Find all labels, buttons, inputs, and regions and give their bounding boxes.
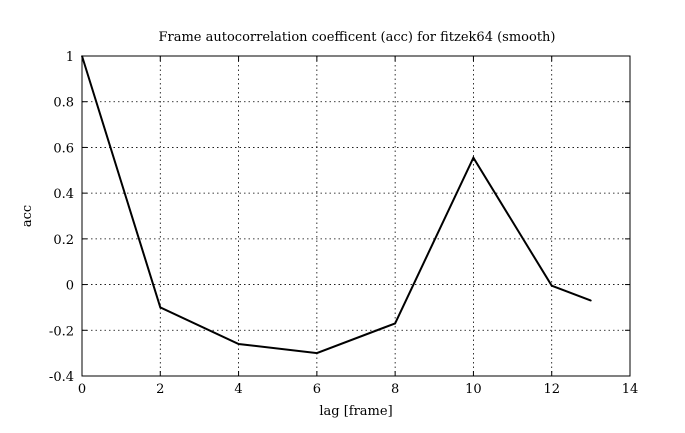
grid: [82, 56, 630, 376]
plot-frame: [81, 55, 631, 377]
chart-title: Frame autocorrelation coefficent (acc) f…: [158, 30, 555, 45]
x-tick-label: 10: [465, 382, 482, 397]
data-point: [81, 55, 83, 57]
data-point: [316, 352, 318, 354]
data-point: [394, 322, 396, 325]
data-point: [590, 299, 592, 302]
y-axis-label: acc: [20, 205, 35, 227]
x-tick-label: 2: [156, 382, 164, 397]
y-tick-label: 0.4: [53, 187, 74, 202]
y-tick-label: 0.2: [53, 233, 74, 248]
data-point: [159, 306, 162, 309]
y-tick-label: 1: [66, 50, 74, 65]
axis-ticks: [81, 55, 631, 377]
y-tick-label: 0: [66, 279, 74, 294]
series-layer: [81, 55, 592, 355]
x-tick-label: 12: [543, 382, 560, 397]
y-tick-label: 0.8: [53, 96, 74, 111]
data-point: [550, 284, 553, 287]
x-tick-label: 0: [78, 382, 86, 397]
x-tick-labels: 0 2 4 6 8 10 12 14: [78, 382, 638, 397]
x-tick-label: 6: [313, 382, 321, 397]
data-point: [472, 156, 475, 159]
series-line: [81, 55, 592, 355]
x-tick-label: 4: [234, 382, 242, 397]
y-tick-label: -0.4: [49, 370, 74, 385]
y-tick-label: -0.2: [49, 324, 74, 339]
x-tick-label: 8: [391, 382, 399, 397]
data-point: [237, 343, 240, 345]
y-tick-labels: -0.4 -0.2 0 0.2 0.4 0.6 0.8 1: [49, 50, 74, 385]
x-tick-label: 14: [622, 382, 639, 397]
y-tick-label: 0.6: [53, 141, 74, 156]
x-axis-label: lag [frame]: [319, 404, 392, 419]
